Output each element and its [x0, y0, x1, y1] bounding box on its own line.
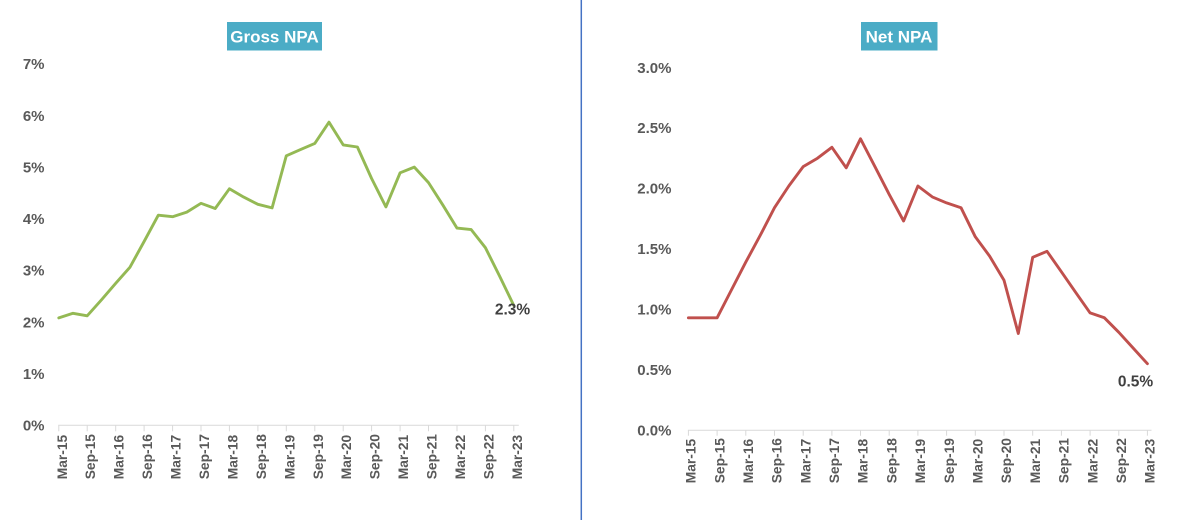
svg-text:Mar-20: Mar-20 — [339, 434, 354, 479]
svg-text:Mar-15: Mar-15 — [55, 434, 70, 479]
svg-text:0.5%: 0.5% — [1118, 374, 1154, 391]
svg-text:2.5%: 2.5% — [637, 120, 671, 137]
svg-text:Gross NPA: Gross NPA — [230, 28, 319, 47]
svg-text:0.5%: 0.5% — [637, 362, 671, 379]
svg-text:Sep-21: Sep-21 — [425, 434, 440, 480]
svg-text:1%: 1% — [23, 366, 45, 383]
svg-text:Net NPA: Net NPA — [866, 28, 933, 47]
svg-text:3.0%: 3.0% — [637, 60, 671, 77]
svg-text:7%: 7% — [23, 56, 45, 73]
svg-text:Mar-17: Mar-17 — [169, 434, 184, 479]
svg-text:Mar-18: Mar-18 — [856, 438, 871, 483]
svg-text:1.5%: 1.5% — [637, 241, 671, 258]
svg-text:Mar-22: Mar-22 — [1085, 438, 1100, 483]
svg-text:Mar-23: Mar-23 — [510, 434, 525, 479]
svg-text:Sep-19: Sep-19 — [311, 434, 326, 480]
svg-text:6%: 6% — [23, 108, 45, 125]
svg-text:Sep-19: Sep-19 — [942, 438, 957, 484]
svg-text:Mar-17: Mar-17 — [798, 438, 813, 483]
svg-text:4%: 4% — [23, 211, 45, 228]
svg-text:5%: 5% — [23, 159, 45, 176]
svg-text:Mar-15: Mar-15 — [684, 438, 699, 483]
svg-text:3%: 3% — [23, 263, 45, 280]
svg-text:Sep-15: Sep-15 — [712, 438, 727, 484]
svg-text:Mar-22: Mar-22 — [453, 434, 468, 479]
svg-text:Sep-17: Sep-17 — [827, 438, 842, 484]
svg-text:Sep-17: Sep-17 — [197, 434, 212, 480]
svg-text:Mar-19: Mar-19 — [282, 434, 297, 479]
svg-text:Mar-19: Mar-19 — [913, 438, 928, 483]
svg-text:2%: 2% — [23, 314, 45, 331]
svg-text:Sep-18: Sep-18 — [884, 438, 899, 484]
svg-text:Mar-21: Mar-21 — [396, 434, 411, 479]
svg-text:0%: 0% — [23, 418, 45, 435]
svg-text:0.0%: 0.0% — [637, 423, 671, 440]
svg-text:Mar-16: Mar-16 — [112, 434, 127, 479]
svg-text:Sep-15: Sep-15 — [83, 434, 98, 480]
svg-text:Sep-22: Sep-22 — [1114, 438, 1129, 484]
svg-text:Mar-20: Mar-20 — [971, 438, 986, 483]
svg-text:Sep-16: Sep-16 — [770, 438, 785, 484]
svg-text:Mar-23: Mar-23 — [1143, 438, 1158, 483]
svg-text:2.0%: 2.0% — [637, 181, 671, 198]
svg-text:Mar-16: Mar-16 — [741, 438, 756, 483]
svg-text:Sep-22: Sep-22 — [481, 434, 496, 480]
svg-text:2.3%: 2.3% — [495, 302, 531, 319]
svg-text:Sep-20: Sep-20 — [999, 438, 1014, 484]
svg-text:Mar-21: Mar-21 — [1028, 438, 1043, 483]
svg-text:Sep-20: Sep-20 — [368, 434, 383, 480]
svg-text:Sep-16: Sep-16 — [140, 434, 155, 480]
svg-text:Sep-18: Sep-18 — [254, 434, 269, 480]
svg-text:Mar-18: Mar-18 — [225, 434, 240, 479]
svg-text:1.0%: 1.0% — [637, 302, 671, 319]
svg-text:Sep-21: Sep-21 — [1057, 438, 1072, 484]
